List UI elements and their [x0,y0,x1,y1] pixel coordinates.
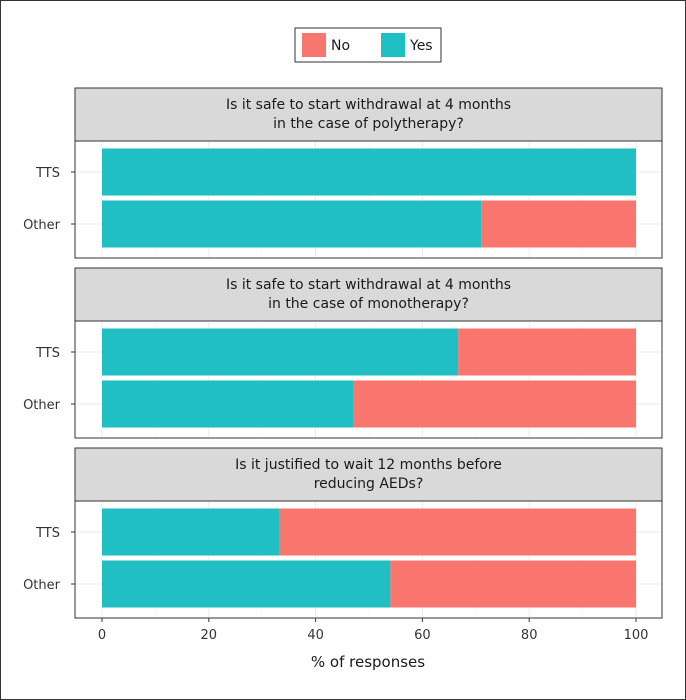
legend: No Yes [294,27,442,63]
bar-no-tts [458,328,636,376]
x-tick-label: 20 [201,628,218,643]
y-tick-label: Other [23,218,61,233]
y-tick-label: TTS [35,346,60,361]
x-tick-label: 40 [307,628,324,643]
legend-label-yes: Yes [409,38,433,54]
bar-no-other [481,200,636,248]
bar-yes-tts [102,148,636,196]
legend-swatch-no [302,33,326,57]
facet-title-line: reducing AEDs? [314,476,424,492]
bar-no-tts [279,508,636,556]
bar-yes-tts [102,508,280,556]
x-tick-label: 80 [521,628,538,643]
facet-panels: Is it safe to start withdrawal at 4 mont… [23,87,663,619]
x-axis-title: % of responses [311,653,425,671]
facet-strip-3 [74,447,663,502]
facet-strip-1 [74,87,663,142]
x-tick-label: 60 [414,628,431,643]
x-axis: 0 20 40 60 80 100 % of responses [98,618,649,671]
x-tick-label: 0 [98,628,106,643]
legend-label-no: No [331,38,350,54]
y-tick-label: TTS [35,166,60,181]
bar-yes-tts [102,328,459,376]
facet-title-line: Is it safe to start withdrawal at 4 mont… [226,277,511,293]
y-tick-label: Other [23,398,61,413]
y-tick-label: TTS [35,526,60,541]
legend-swatch-yes [381,33,405,57]
bar-no-other [390,560,636,608]
bar-yes-other [102,380,353,428]
x-tick-label: 100 [624,628,649,643]
facet-panel-1: Is it safe to start withdrawal at 4 mont… [23,87,663,259]
facet-strip-2 [74,267,663,322]
facet-panel-3: Is it justified to wait 12 months before… [23,447,663,619]
facet-title-line: in the case of monotherapy? [268,296,469,312]
bar-yes-other [102,560,391,608]
bar-yes-other [102,200,482,248]
facet-title-line: in the case of polytherapy? [273,116,464,132]
facet-title-line: Is it justified to wait 12 months before [235,457,502,473]
x-axis-ticks: 0 20 40 60 80 100 [98,618,649,643]
bar-no-other [352,380,636,428]
facet-title-line: Is it safe to start withdrawal at 4 mont… [226,97,511,113]
y-tick-label: Other [23,578,61,593]
facet-panel-2: Is it safe to start withdrawal at 4 mont… [23,267,663,439]
